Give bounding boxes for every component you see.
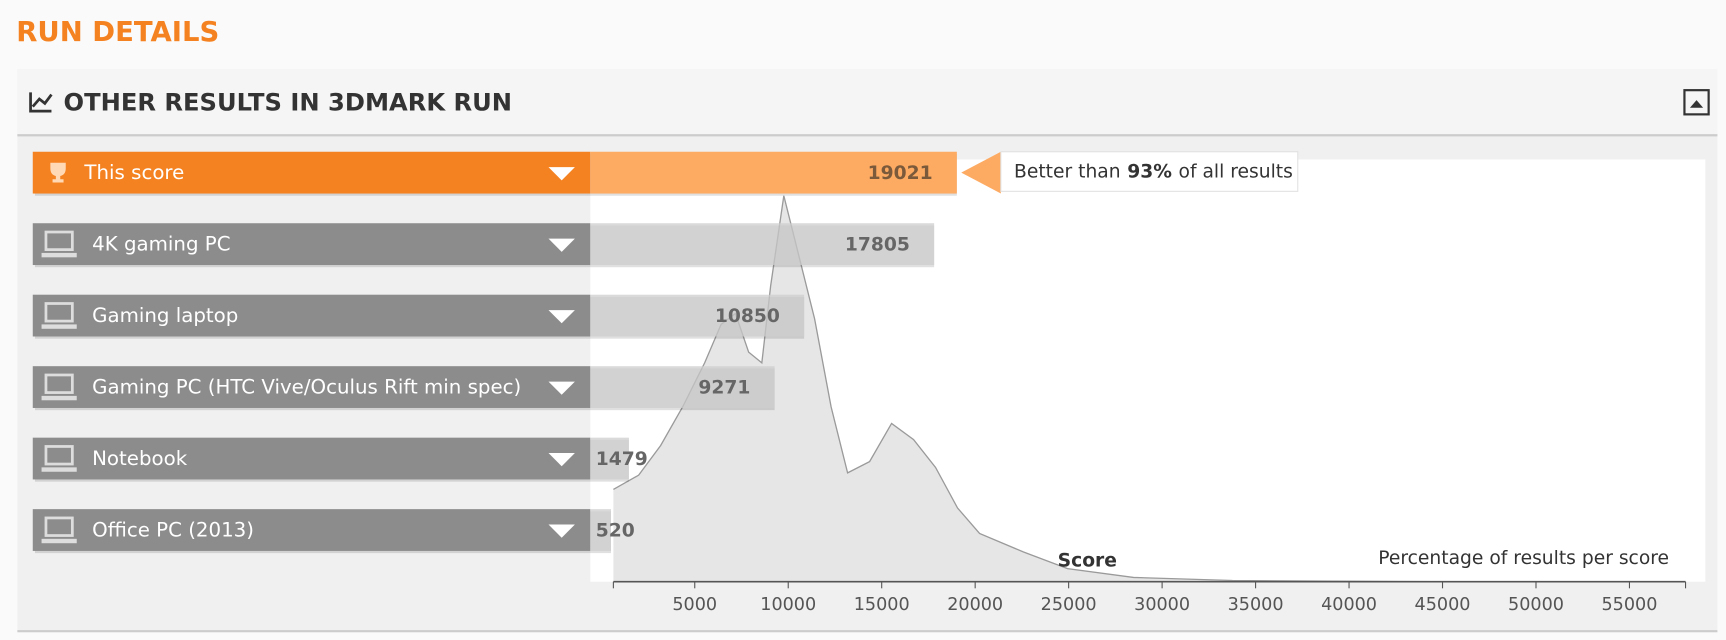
dropdown-arrow[interactable]: [548, 167, 575, 181]
category-label: Gaming laptop: [92, 304, 238, 327]
category-label: This score: [83, 161, 184, 184]
device-icon-base: [41, 395, 77, 401]
dropdown-arrow[interactable]: [548, 524, 575, 538]
x-axis-label: Score: [1058, 550, 1117, 571]
collapse-button[interactable]: [1683, 89, 1710, 116]
panel-title: OTHER RESULTS IN 3DMARK RUN: [64, 88, 512, 116]
x-tick-label: 5000: [672, 595, 717, 615]
device-icon-base: [41, 467, 77, 472]
bar: [590, 366, 775, 408]
category-panel[interactable]: [32, 437, 591, 480]
distribution-area: [613, 195, 1431, 582]
result-row[interactable]: Office PC (2013) 520: [32, 509, 635, 554]
device-icon: [44, 516, 74, 537]
callout-box: [1000, 151, 1299, 192]
trophy-icon: [50, 162, 66, 183]
bar: [590, 294, 805, 337]
distribution-curve: [613, 195, 1431, 583]
category-label: Notebook: [92, 447, 188, 470]
category-panel[interactable]: [32, 509, 591, 551]
x-tick-label: 50000: [1508, 595, 1564, 615]
x-tick-label: 15000: [854, 595, 910, 615]
category-label: Gaming PC (HTC Vive/Oculus Rift min spec…: [92, 376, 521, 399]
x-tick-label: 25000: [1041, 595, 1097, 615]
dropdown-arrow[interactable]: [548, 453, 575, 467]
result-row[interactable]: Notebook 1479: [32, 437, 648, 482]
result-row[interactable]: Gaming PC (HTC Vive/Oculus Rift min spec…: [32, 366, 775, 411]
y-axis-label: Percentage of results per score: [1378, 548, 1669, 569]
category-panel[interactable]: [32, 223, 591, 266]
category-panel[interactable]: [32, 294, 591, 337]
category-label: 4K gaming PC: [92, 233, 230, 256]
value-label: 520: [596, 521, 635, 542]
bar: [590, 437, 629, 480]
x-tick-label: 30000: [1134, 595, 1190, 615]
x-tick-label: 45000: [1415, 595, 1471, 615]
result-row[interactable]: This score 19021: [32, 151, 957, 196]
callout-suffix: of all results: [1179, 161, 1293, 182]
device-icon-base: [41, 324, 77, 329]
dropdown-arrow[interactable]: [548, 381, 575, 395]
callout: Better than 93% of all results: [1014, 161, 1293, 182]
bar: [590, 509, 612, 551]
page-title: RUN DETAILS: [16, 16, 219, 48]
x-tick-label: 20000: [947, 595, 1003, 615]
result-row[interactable]: 4K gaming PC 17805: [32, 223, 935, 268]
category-panel[interactable]: [32, 151, 591, 194]
device-icon: [44, 230, 74, 251]
value-label: 19021: [868, 163, 933, 184]
value-label: 9271: [698, 378, 750, 399]
bar: [590, 223, 935, 266]
device-icon: [44, 302, 74, 323]
callout-value: 93%: [1127, 161, 1172, 182]
device-icon: [44, 445, 74, 466]
device-icon-base: [41, 252, 77, 258]
callout-pointer: [961, 151, 1001, 194]
panel-header: [17, 69, 1718, 136]
device-icon-base: [41, 538, 77, 544]
value-label: 17805: [845, 235, 910, 256]
value-label: 1479: [596, 449, 648, 470]
result-row[interactable]: Gaming laptop 10850: [32, 294, 805, 339]
x-tick-label: 35000: [1228, 595, 1284, 615]
value-label: 10850: [715, 306, 780, 327]
category-panel[interactable]: [32, 366, 591, 408]
collapse-arrow[interactable]: [1689, 100, 1704, 108]
category-label: Office PC (2013): [92, 519, 254, 542]
dropdown-arrow[interactable]: [548, 310, 575, 324]
bar: [590, 151, 957, 194]
callout-prefix: Better than: [1014, 161, 1121, 182]
x-tick-label: 55000: [1601, 595, 1657, 615]
device-icon: [44, 373, 74, 394]
x-tick-label: 10000: [760, 595, 816, 615]
collapse-icon[interactable]: [1683, 89, 1710, 116]
chart-icon: [29, 92, 53, 113]
dropdown-arrow[interactable]: [548, 238, 575, 252]
x-tick-label: 40000: [1321, 595, 1377, 615]
